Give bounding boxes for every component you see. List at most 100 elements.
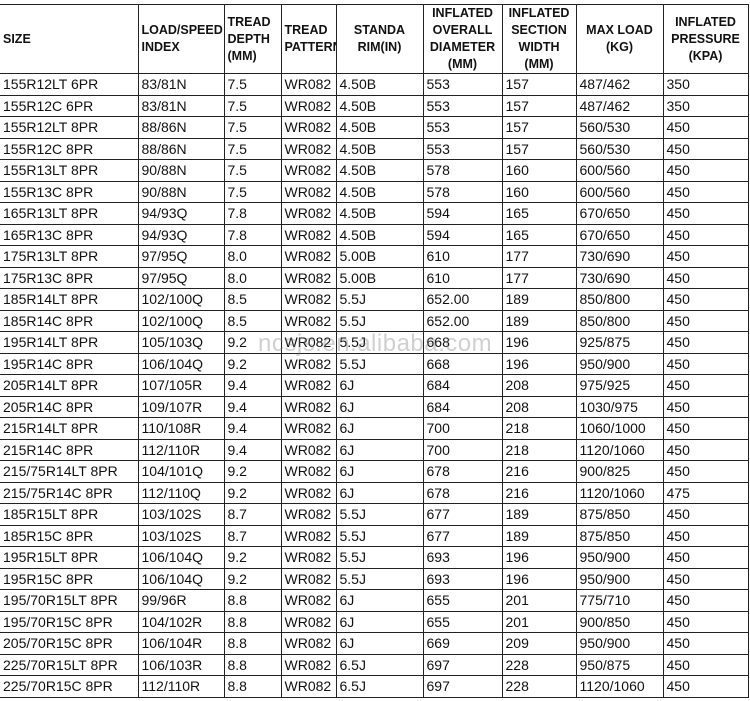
cell-tread-depth: 8.7 [223,524,282,547]
cell-size: 155R13C 8PR [0,180,139,203]
cell-tread-depth: 8.8 [223,653,282,676]
cell-section-width: 228 [501,675,577,698]
cell-load-speed-index: 106/104Q [137,567,225,590]
cell-tread-depth: 9.2 [223,481,282,504]
table-row: 215/75R14C 8PR 112/110Q 9.2 WR082 6J 678 216 11… [0,481,749,504]
cell-inflated-pressure: 450 [662,331,749,354]
cell-overall-diameter: 594 [422,223,503,246]
cell-tread-pattern: WR082 [280,223,337,246]
cell-size: 215/75R14LT 8PR [0,460,139,483]
cell-max-load: 925/875 [575,331,664,354]
cell-inflated-pressure: 350 [662,94,749,117]
cell-section-width: 201 [501,589,577,612]
cell-tread-depth: 7.5 [223,73,282,96]
cell-tread-depth: 9.2 [223,352,282,375]
cell-tread-pattern: WR082 [280,546,337,569]
cell-load-speed-index: 103/102S [137,503,225,526]
cell-size: 225/70R15C 8PR [0,675,139,698]
cell-max-load: 560/530 [575,137,664,160]
cell-standard-rim: 5.5J [335,288,424,311]
cell-inflated-pressure: 450 [662,524,749,547]
cell-load-speed-index: 102/100Q [137,309,225,332]
cell-tread-depth: 7.8 [223,223,282,246]
cell-inflated-pressure: 450 [662,460,749,483]
cell-size: 175R13LT 8PR [0,245,139,268]
cell-size: 195/70R15C 8PR [0,610,139,633]
cell-size: 185R15LT 8PR [0,503,139,526]
table-row: 205R14C 8PR 109/107R 9.4 WR082 6J 684 208 1030/… [0,395,749,418]
cell-max-load: 850/800 [575,288,664,311]
cell-section-width: 157 [501,94,577,117]
cell-inflated-pressure: 450 [662,503,749,526]
cell-load-speed-index: 83/81N [137,73,225,96]
cell-standard-rim: 4.50B [335,180,424,203]
cell-overall-diameter: 652.00 [422,309,503,332]
cell-tread-pattern: WR082 [280,481,337,504]
cell-max-load: 950/900 [575,567,664,590]
table-row: 155R12LT 6PR 83/81N 7.5 WR082 4.50B 553 157 487… [0,73,749,96]
cell-standard-rim: 6J [335,460,424,483]
cell-overall-diameter: 553 [422,94,503,117]
cell-overall-diameter: 684 [422,374,503,397]
cell-tread-depth: 9.4 [223,395,282,418]
cell-load-speed-index: 106/104Q [137,546,225,569]
table-row: 155R13C 8PR 90/88N 7.5 WR082 4.50B 578 160 600/… [0,180,749,203]
cell-overall-diameter: 684 [422,395,503,418]
cell-max-load: 670/650 [575,223,664,246]
cell-size: 215R14LT 8PR [0,417,139,440]
cell-load-speed-index: 97/95Q [137,266,225,289]
cell-inflated-pressure: 450 [662,245,749,268]
cell-standard-rim: 5.5J [335,352,424,375]
cell-overall-diameter: 578 [422,159,503,182]
cell-tread-pattern: WR082 [280,94,337,117]
cell-overall-diameter: 677 [422,524,503,547]
cell-max-load: 775/710 [575,589,664,612]
cell-size: 225/70R15LT 8PR [0,653,139,676]
cell-standard-rim: 5.5J [335,331,424,354]
cell-load-speed-index: 102/100Q [137,288,225,311]
cell-load-speed-index: 110/108R [137,417,225,440]
cell-overall-diameter: 652.00 [422,288,503,311]
cell-tread-pattern: WR082 [280,137,337,160]
cell-overall-diameter: 655 [422,589,503,612]
cell-standard-rim: 6J [335,481,424,504]
cell-max-load: 730/690 [575,245,664,268]
cell-inflated-pressure: 450 [662,288,749,311]
cell-section-width: 208 [501,374,577,397]
cell-inflated-pressure: 450 [662,675,749,698]
cell-tread-pattern: WR082 [280,180,337,203]
cell-max-load: 950/900 [575,632,664,655]
header-standard-rim: STANDA RIM(IN) [335,4,424,74]
cell-load-speed-index: 112/110R [137,675,225,698]
table-row: 205/70R15C 8PR 106/104R 8.8 WR082 6J 669 209 95… [0,632,749,655]
cell-section-width: 177 [501,266,577,289]
cell-inflated-pressure: 475 [662,481,749,504]
cell-inflated-pressure: 450 [662,374,749,397]
header-max-load: MAX LOAD (KG) [575,4,664,74]
cell-size: 155R12LT 6PR [0,73,139,96]
cell-size: 195R15LT 8PR [0,546,139,569]
cell-tread-pattern: WR082 [280,245,337,268]
cell-inflated-pressure: 450 [662,309,749,332]
cell-inflated-pressure: 450 [662,180,749,203]
cell-standard-rim: 4.50B [335,202,424,225]
cell-max-load: 950/900 [575,352,664,375]
cell-max-load: 950/900 [575,546,664,569]
cell-max-load: 950/875 [575,653,664,676]
cell-size: 195R14LT 8PR [0,331,139,354]
cell-load-speed-index: 104/101Q [137,460,225,483]
cell-tread-pattern: WR082 [280,589,337,612]
cell-load-speed-index: 90/88N [137,159,225,182]
cell-standard-rim: 6J [335,610,424,633]
cell-load-speed-index: 106/103R [137,653,225,676]
cell-size: 175R13C 8PR [0,266,139,289]
header-inflated-pressure: INFLATED PRESSURE (KPA) [662,4,749,74]
cell-inflated-pressure: 450 [662,438,749,461]
cell-inflated-pressure: 450 [662,352,749,375]
cell-overall-diameter: 610 [422,245,503,268]
cell-tread-pattern: WR082 [280,503,337,526]
cell-section-width: 189 [501,524,577,547]
table-row: 155R12LT 8PR 88/86N 7.5 WR082 4.50B 553 157 560… [0,116,749,139]
cell-tread-depth: 8.8 [223,610,282,633]
cell-max-load: 600/560 [575,159,664,182]
